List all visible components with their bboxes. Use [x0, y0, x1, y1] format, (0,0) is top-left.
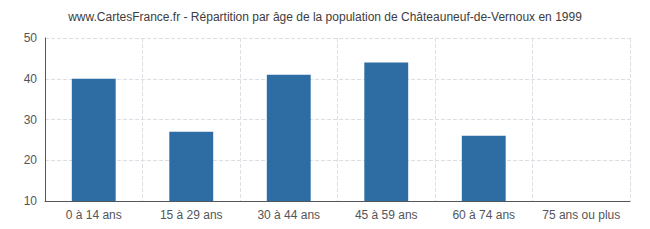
svg-text:30 à 44 ans: 30 à 44 ans [257, 208, 320, 222]
svg-text:75 ans ou plus: 75 ans ou plus [542, 208, 620, 222]
svg-text:15 à 29 ans: 15 à 29 ans [160, 208, 223, 222]
svg-text:www.CartesFrance.fr - Répartit: www.CartesFrance.fr - Répartition par âg… [67, 10, 582, 24]
svg-text:50: 50 [24, 31, 38, 45]
svg-text:45 à 59 ans: 45 à 59 ans [355, 208, 418, 222]
svg-text:30: 30 [24, 113, 38, 127]
svg-text:20: 20 [24, 153, 38, 167]
svg-text:10: 10 [24, 194, 38, 208]
svg-text:60 à 74 ans: 60 à 74 ans [452, 208, 515, 222]
svg-text:40: 40 [24, 72, 38, 86]
svg-text:0 à 14 ans: 0 à 14 ans [66, 208, 122, 222]
